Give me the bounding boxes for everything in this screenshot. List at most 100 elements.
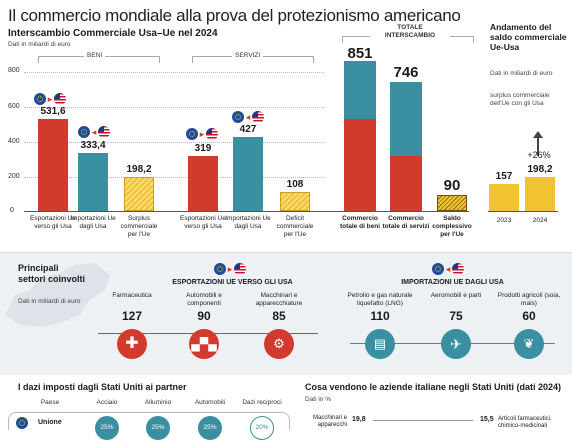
gridline	[24, 142, 324, 143]
bar	[188, 155, 218, 211]
eu-flag-icon	[432, 263, 444, 275]
dazi-title: I dazi imposti dagli Stati Uniti ai part…	[18, 382, 187, 392]
italia-left-label: Macchinari e apparecchi	[312, 415, 347, 428]
dazi-column-header: Automobili	[194, 399, 226, 406]
page-title: Il commercio mondiale alla prova del pro…	[8, 6, 461, 25]
sector-label: Aeromobili e parti	[430, 292, 482, 299]
arrow-right-icon: ▸	[227, 264, 233, 274]
eu-flag-icon	[186, 128, 198, 140]
us-eu-flags: ◂	[432, 262, 468, 276]
italia-units: Dati in %	[305, 396, 332, 403]
side-note: surplus commerciale dell'Ue con gli Usa	[490, 92, 550, 107]
bar-segment-exports	[344, 118, 376, 211]
bar-value-label: 108	[286, 179, 304, 191]
eu-flag-icon	[16, 417, 28, 429]
sector-value: 110	[370, 309, 390, 323]
robot-arm-icon: ⚙	[264, 329, 294, 359]
leader-line	[373, 420, 473, 421]
dazi-column-header: Alluminio	[144, 399, 172, 406]
bar	[280, 192, 310, 211]
sector-label: Petrolio e gas naturale liquefatto (LNG)	[347, 292, 413, 307]
bar-value-label: 746	[393, 63, 419, 81]
separator	[0, 252, 572, 253]
italia-right-value: 15,5	[480, 416, 494, 423]
x-tick-label: Importazioni Ue dagli Usa	[225, 215, 271, 230]
x-tick-label: Deficit commerciale per l'Ue	[276, 215, 314, 238]
x-tick-label: Commercio totale di servizi	[382, 215, 430, 230]
arrow-left-icon: ◂	[445, 264, 451, 274]
x-axis-line	[24, 211, 469, 212]
y-tick-label: 800	[8, 67, 20, 74]
arrow-left-icon: ◂	[91, 127, 97, 137]
x-tick-label: Surplus commerciale per l'Ue	[120, 215, 158, 238]
eu-us-flags: ▸	[214, 262, 250, 276]
us-flag-icon	[206, 128, 218, 140]
y-tick-label: 600	[8, 103, 20, 110]
italia-right-label: Articoli farmaceutici, chimico-medicinal…	[498, 416, 552, 429]
y-tick-label: 0	[10, 207, 14, 214]
sector-value: 60	[522, 309, 536, 323]
gridline	[24, 72, 324, 73]
side-x-axis	[488, 211, 558, 212]
sector-label: Farmaceutica	[112, 292, 152, 299]
bar	[78, 153, 108, 211]
x-tick-label: Saldo complessivo per l'Ue	[432, 215, 472, 238]
dazi-row	[8, 412, 290, 430]
dazi-badge: 25%	[146, 416, 170, 440]
eu-us-flags: ▸	[34, 92, 70, 106]
group-label-totale: TOTALE INTERSCAMBIO	[370, 24, 450, 40]
side-x-tick-label: 2023	[496, 217, 512, 224]
italia-title: Cosa vendono le aziende italiane negli S…	[305, 382, 562, 392]
oil-barrel-icon: ▤	[365, 329, 395, 359]
bar	[437, 195, 467, 211]
car-icon: ▄▀▄	[189, 329, 219, 359]
italia-left-value: 19,8	[352, 416, 366, 423]
us-flag-icon	[98, 126, 110, 138]
side-chart-title: Andamento del saldo commerciale Ue-Usa	[490, 22, 567, 52]
dazi-badge: 25%	[198, 416, 222, 440]
side-bar	[489, 183, 519, 211]
bar-value-label: 90	[443, 177, 461, 195]
airplane-icon: ✈	[441, 329, 471, 359]
dazi-badge: 20%	[250, 416, 274, 440]
sectors-title: Principali settori coinvolti	[18, 263, 86, 284]
sector-value: 90	[197, 309, 211, 323]
bar	[124, 176, 154, 211]
sector-value: 85	[272, 309, 286, 323]
y-tick-label: 400	[8, 138, 20, 145]
side-x-tick-label: 2024	[532, 217, 548, 224]
exports-title: ESPORTAZIONI UE VERSO GLI USA	[172, 279, 293, 286]
eu-flag-icon	[214, 263, 226, 275]
dazi-column-header: Dazi reciproci	[242, 399, 282, 406]
sector-label: Macchinari e apparecchiature	[255, 292, 303, 307]
x-tick-label: Commercio totale di beni	[339, 215, 381, 230]
arrow-right-icon: ▸	[199, 129, 205, 139]
arrow-left-icon: ◂	[245, 112, 251, 122]
side-bar	[525, 176, 555, 211]
sectors-units: Dati in miliardi di euro	[18, 298, 81, 305]
dazi-badge: 25%	[95, 416, 119, 440]
side-bar-value: 157	[495, 170, 513, 182]
dazi-column-header: Paese	[40, 399, 60, 406]
leaf-icon: ❦	[514, 329, 544, 359]
sector-value: 127	[121, 309, 143, 323]
imports-title: IMPORTAZIONI UE DAGLI USA	[401, 279, 504, 286]
sector-label: Prodotti agricoli (soia, mais)	[497, 292, 561, 307]
trend-arrow-icon	[537, 134, 539, 156]
us-eu-flags: ◂	[232, 110, 268, 124]
bar-value-label: 333,4	[80, 140, 106, 152]
us-flag-icon	[54, 93, 66, 105]
eu-us-flags: ▸	[186, 127, 222, 141]
x-tick-label: Importazioni Ue dagli Usa	[70, 215, 116, 230]
eu-flag-icon	[232, 111, 244, 123]
bar-segment-imports	[390, 81, 422, 156]
bar-value-label: 319	[194, 142, 212, 154]
units-note: Dati in miliardi di euro	[8, 41, 71, 48]
x-tick-label: Esportazioni Ue verso gli Usa	[180, 215, 226, 230]
side-units: Dati in miliardi di euro	[490, 70, 553, 77]
us-flag-icon	[252, 111, 264, 123]
x-tick-label: Esportazioni Ue verso gli Usa	[30, 215, 76, 230]
bar	[233, 136, 263, 211]
bar-value-label: 851	[347, 45, 373, 63]
pharmacy-cross-icon: ✚	[117, 329, 147, 359]
